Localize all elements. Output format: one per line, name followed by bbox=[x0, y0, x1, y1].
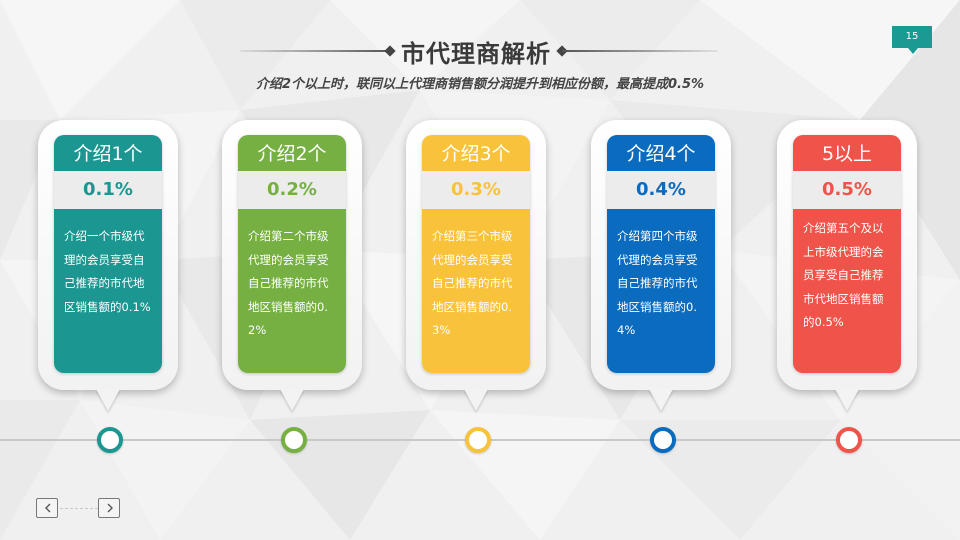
timeline-dot-5 bbox=[836, 427, 862, 453]
card-title: 介绍4个 bbox=[607, 135, 715, 171]
card-rate: 0.1% bbox=[54, 171, 162, 209]
timeline-dot-3 bbox=[465, 427, 491, 453]
slide-header: 市代理商解析 bbox=[0, 30, 960, 70]
card-panel: 介绍4个 0.4% 介绍第四个市级代理的会员享受自己推荐的市代地区销售额的0.4… bbox=[607, 135, 715, 373]
card-level-4: 介绍4个 0.4% 介绍第四个市级代理的会员享受自己推荐的市代地区销售额的0.4… bbox=[591, 120, 731, 411]
card-panel: 介绍2个 0.2% 介绍第二个市级代理的会员享受自己推荐的市代地区销售额的0.2… bbox=[238, 135, 346, 373]
card-rate: 0.2% bbox=[238, 171, 346, 209]
page-title: 市代理商解析 bbox=[401, 40, 551, 68]
card-description: 介绍第二个市级代理的会员享受自己推荐的市代地区销售额的0.2% bbox=[238, 209, 346, 373]
page-subtitle: 介绍2个以上时，联同以上代理商销售额分润提升到相应份额，最高提成0.5% bbox=[255, 77, 705, 92]
card-level-3: 介绍3个 0.3% 介绍第三个市级代理的会员享受自己推荐的市代地区销售额的0.3… bbox=[406, 120, 546, 411]
title-rule-left bbox=[240, 50, 390, 52]
card-description: 介绍第三个市级代理的会员享受自己推荐的市代地区销售额的0.3% bbox=[422, 209, 530, 373]
card-rate: 0.3% bbox=[422, 171, 530, 209]
card-rate: 0.4% bbox=[607, 171, 715, 209]
card-title: 5以上 bbox=[793, 135, 901, 171]
timeline-dot-1 bbox=[97, 427, 123, 453]
chevron-right-icon bbox=[107, 503, 113, 513]
page-number-badge: 15 bbox=[892, 26, 932, 54]
card-title: 介绍3个 bbox=[422, 135, 530, 171]
nav-divider bbox=[60, 508, 98, 509]
card-title: 介绍2个 bbox=[238, 135, 346, 171]
card-description: 介绍第四个市级代理的会员享受自己推荐的市代地区销售额的0.4% bbox=[607, 209, 715, 373]
title-rule-right bbox=[562, 50, 718, 52]
card-panel: 介绍3个 0.3% 介绍第三个市级代理的会员享受自己推荐的市代地区销售额的0.3… bbox=[422, 135, 530, 373]
prev-slide-button[interactable] bbox=[36, 498, 58, 518]
timeline-dot-4 bbox=[650, 427, 676, 453]
next-slide-button[interactable] bbox=[98, 498, 120, 518]
card-title: 介绍1个 bbox=[54, 135, 162, 171]
card-rate: 0.5% bbox=[793, 171, 901, 209]
card-pointer bbox=[96, 389, 120, 411]
chevron-left-icon bbox=[45, 503, 51, 513]
card-pointer bbox=[649, 389, 673, 411]
card-panel: 介绍1个 0.1% 介绍一个市级代理的会员享受自己推荐的市代地区销售额的0.1% bbox=[54, 135, 162, 373]
card-level-5: 5以上 0.5% 介绍第五个及以上市级代理的会员享受自己推荐市代地区销售额的0.… bbox=[777, 120, 917, 411]
card-level-2: 介绍2个 0.2% 介绍第二个市级代理的会员享受自己推荐的市代地区销售额的0.2… bbox=[222, 120, 362, 411]
card-pointer bbox=[464, 389, 488, 411]
timeline-dot-2 bbox=[281, 427, 307, 453]
card-description: 介绍一个市级代理的会员享受自己推荐的市代地区销售额的0.1% bbox=[54, 209, 162, 373]
card-pointer bbox=[835, 389, 859, 411]
card-panel: 5以上 0.5% 介绍第五个及以上市级代理的会员享受自己推荐市代地区销售额的0.… bbox=[793, 135, 901, 373]
card-pointer bbox=[280, 389, 304, 411]
card-level-1: 介绍1个 0.1% 介绍一个市级代理的会员享受自己推荐的市代地区销售额的0.1% bbox=[38, 120, 178, 411]
card-description: 介绍第五个及以上市级代理的会员享受自己推荐市代地区销售额的0.5% bbox=[793, 209, 901, 373]
